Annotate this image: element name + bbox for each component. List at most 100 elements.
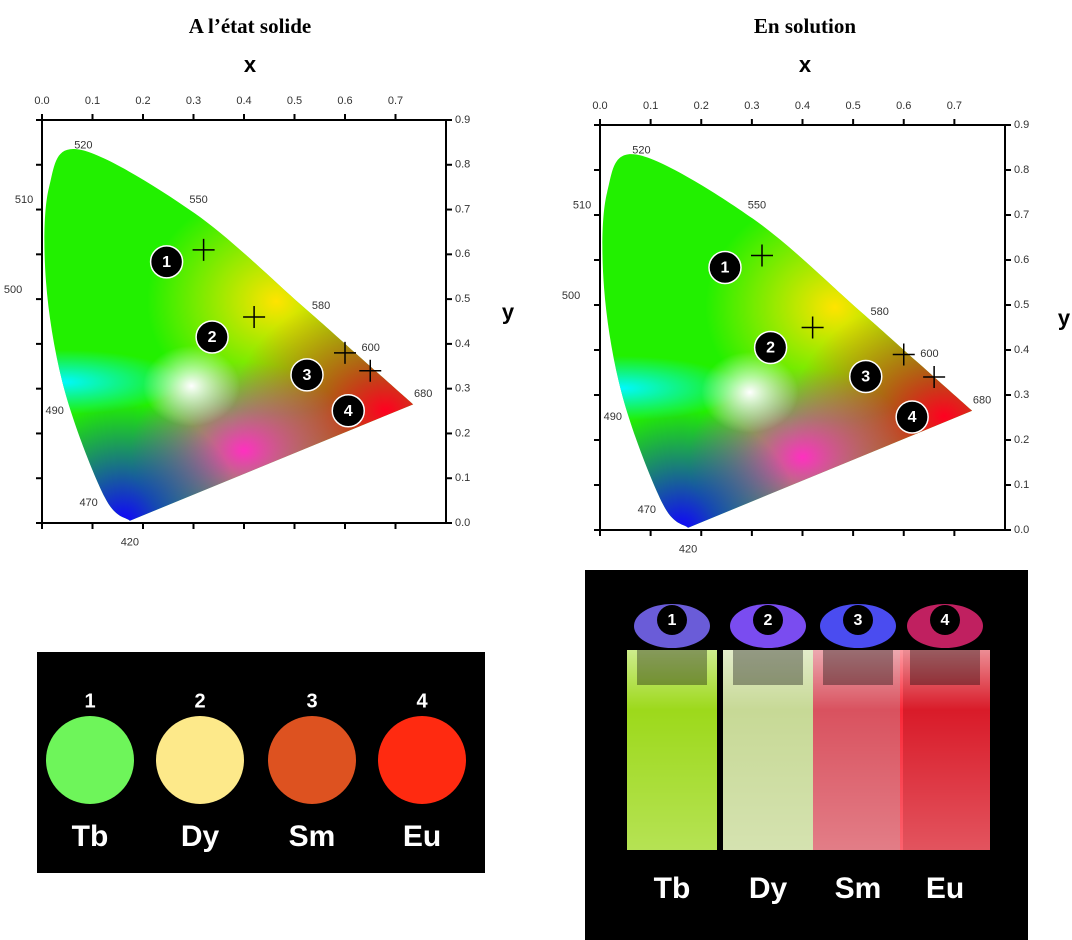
data-point bbox=[892, 343, 915, 366]
wavelength-label: 600 bbox=[920, 348, 938, 360]
chart-title: A l’état solide bbox=[189, 14, 311, 38]
cuvette-neck bbox=[637, 645, 707, 685]
y-tick-label: 0.9 bbox=[455, 114, 470, 126]
cuvette-glass bbox=[813, 650, 903, 850]
sample-spot bbox=[156, 716, 244, 804]
y-tick-label: 0.8 bbox=[455, 159, 470, 171]
color-blob bbox=[143, 345, 240, 427]
point-label: 1 bbox=[721, 260, 730, 277]
sample-number: 3 bbox=[306, 690, 317, 712]
y-tick-label: 0.5 bbox=[1014, 299, 1029, 311]
y-tick-label: 0.4 bbox=[1014, 344, 1029, 356]
wavelength-label: 550 bbox=[189, 194, 207, 206]
x-tick-label: 0.6 bbox=[337, 95, 352, 107]
x-tick-label: 0.2 bbox=[135, 95, 150, 107]
y-tick-label: 0.2 bbox=[1014, 434, 1029, 446]
x-tick-label: 0.0 bbox=[592, 100, 607, 112]
wavelength-label: 470 bbox=[638, 504, 656, 516]
x-tick-label: 0.4 bbox=[795, 100, 810, 112]
wavelength-label: 500 bbox=[4, 284, 22, 296]
cuvette-badge bbox=[930, 605, 960, 635]
cuvette-badge bbox=[657, 605, 687, 635]
data-point bbox=[923, 366, 946, 388]
wavelength-label: 580 bbox=[871, 306, 889, 318]
cuvette-glass bbox=[723, 650, 813, 850]
sample-number: 3 bbox=[854, 612, 863, 629]
sample-spot bbox=[46, 716, 134, 804]
cuvette-glass bbox=[900, 650, 990, 850]
chart-title: En solution bbox=[754, 14, 856, 38]
y-tick-label: 0.3 bbox=[455, 383, 470, 395]
y-tick-label: 0.9 bbox=[1014, 119, 1029, 131]
color-blob bbox=[701, 351, 799, 433]
point-badge bbox=[195, 320, 229, 354]
cuvette-badge bbox=[843, 605, 873, 635]
sample-number: 4 bbox=[941, 612, 950, 629]
wavelength-label: 520 bbox=[632, 145, 650, 157]
point-label: 4 bbox=[344, 403, 353, 420]
sample-label: Tb bbox=[72, 820, 109, 853]
x-tick-label: 0.1 bbox=[85, 95, 100, 107]
wavelength-label: 470 bbox=[79, 497, 97, 509]
wavelength-label: 420 bbox=[679, 544, 697, 556]
x-tick-label: 0.5 bbox=[287, 95, 302, 107]
y-tick-label: 0.6 bbox=[455, 248, 470, 260]
y-tick-label: 0.0 bbox=[455, 517, 470, 529]
wavelength-label: 680 bbox=[414, 388, 432, 400]
y-tick-label: 0.1 bbox=[1014, 479, 1029, 491]
sample-label: Dy bbox=[749, 872, 788, 905]
cuvette-neck bbox=[733, 645, 803, 685]
sample-spot bbox=[378, 716, 466, 804]
y-axis-label: y bbox=[502, 299, 515, 324]
y-tick-label: 0.8 bbox=[1014, 164, 1029, 176]
point-badge bbox=[849, 359, 883, 394]
x-axis-label: x bbox=[244, 52, 257, 77]
y-axis-label: y bbox=[1058, 305, 1071, 330]
wavelength-label: 600 bbox=[361, 342, 379, 354]
y-tick-label: 0.3 bbox=[1014, 389, 1029, 401]
y-tick-label: 0.0 bbox=[1014, 524, 1029, 536]
y-tick-label: 0.5 bbox=[455, 293, 470, 305]
point-label: 4 bbox=[908, 409, 917, 426]
y-tick-label: 0.7 bbox=[455, 203, 470, 215]
x-tick-label: 0.6 bbox=[896, 100, 911, 112]
x-tick-label: 0.7 bbox=[388, 95, 403, 107]
y-tick-label: 0.7 bbox=[1014, 209, 1029, 221]
point-label: 2 bbox=[766, 340, 775, 357]
cuvette-badge bbox=[753, 605, 783, 635]
sample-number: 2 bbox=[764, 612, 773, 629]
y-tick-label: 0.4 bbox=[455, 338, 470, 350]
sample-number: 1 bbox=[84, 690, 95, 712]
locus-fill bbox=[44, 148, 414, 521]
y-tick-label: 0.1 bbox=[455, 472, 470, 484]
x-tick-label: 0.2 bbox=[694, 100, 709, 112]
x-tick-label: 0.3 bbox=[186, 95, 201, 107]
x-tick-label: 0.5 bbox=[845, 100, 860, 112]
sample-label: Eu bbox=[403, 820, 441, 853]
point-label: 2 bbox=[208, 329, 217, 346]
cuvette-neck bbox=[910, 645, 980, 685]
data-point bbox=[801, 316, 824, 339]
wavelength-label: 490 bbox=[604, 411, 622, 423]
cuvette-glass bbox=[627, 650, 717, 850]
data-point bbox=[751, 244, 773, 267]
wavelength-label: 490 bbox=[46, 405, 64, 417]
x-tick-label: 0.4 bbox=[236, 95, 251, 107]
x-axis-label: x bbox=[799, 52, 812, 77]
wavelength-label: 550 bbox=[748, 200, 766, 212]
wavelength-label: 580 bbox=[312, 300, 330, 312]
x-tick-label: 0.3 bbox=[744, 100, 759, 112]
point-label: 3 bbox=[861, 369, 870, 386]
data-point bbox=[359, 359, 382, 382]
wavelength-label: 420 bbox=[121, 537, 139, 549]
sample-label: Tb bbox=[654, 872, 691, 905]
point-badge bbox=[331, 394, 365, 428]
point-label: 1 bbox=[162, 254, 171, 271]
wavelength-label: 680 bbox=[973, 395, 991, 407]
point-badge bbox=[708, 250, 742, 285]
wavelength-label: 510 bbox=[15, 194, 33, 206]
wavelength-label: 520 bbox=[74, 139, 92, 151]
wavelength-label: 510 bbox=[573, 199, 591, 211]
point-badge bbox=[290, 358, 324, 392]
